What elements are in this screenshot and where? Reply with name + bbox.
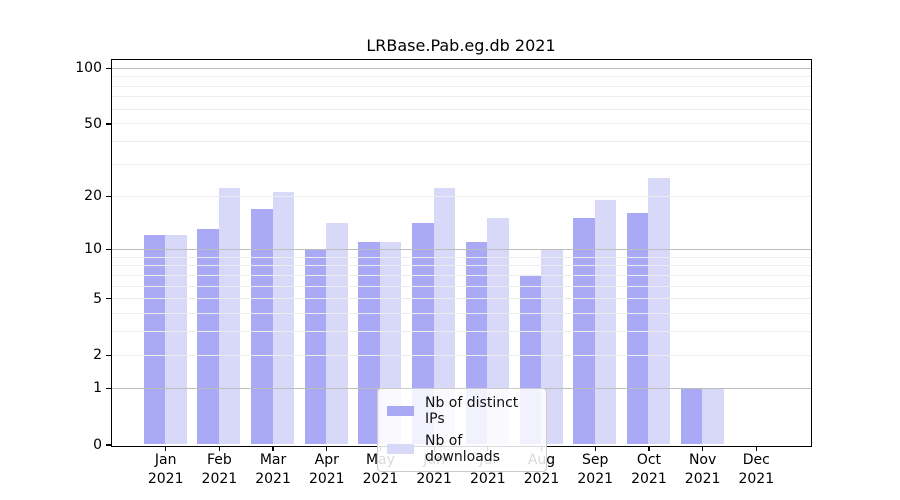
- gridline-minor-9: [111, 256, 811, 258]
- y-tick-mark-50: [105, 123, 111, 125]
- legend-label: Nb of downloads: [425, 433, 500, 465]
- gridline-minor-30: [111, 164, 811, 166]
- x-tick-label-nov: Nov 2021: [684, 452, 721, 487]
- bar-downloads-nov: [702, 387, 724, 445]
- bar-downloads-jan: [165, 235, 187, 445]
- x-tick-label-dec: Dec 2021: [738, 452, 775, 487]
- y-tick-mark-5: [105, 298, 111, 300]
- x-tick-mark-sep: [594, 446, 596, 451]
- plot-area: [110, 59, 812, 447]
- y-tick-label-20: 20: [84, 188, 102, 205]
- y-tick-mark-100: [105, 67, 111, 69]
- legend-item-ips: Nb of distinct IPs: [387, 395, 537, 427]
- bar-ips-mar: [251, 208, 273, 445]
- gridline-minor-2: [111, 354, 811, 356]
- bar-ips-jan: [143, 235, 166, 445]
- gridline-minor-6: [111, 285, 811, 287]
- gridline-minor-40: [111, 141, 811, 143]
- bar-ips-apr: [304, 248, 327, 445]
- bar-ips-feb: [197, 229, 219, 445]
- y-tick-label-5: 5: [93, 290, 102, 307]
- gridline-major-100: [111, 67, 811, 69]
- x-tick-mark-mar: [272, 446, 274, 451]
- gridline-minor-80: [111, 85, 811, 87]
- bar-downloads-oct: [648, 178, 670, 445]
- bar-downloads-mar: [272, 192, 295, 445]
- gridline-minor-8: [111, 265, 811, 267]
- y-tick-mark-10: [105, 248, 111, 250]
- gridline-minor-5: [111, 298, 811, 300]
- y-tick-label-10: 10: [84, 241, 102, 258]
- y-tick-mark-1: [105, 387, 111, 389]
- bar-downloads-sep: [594, 199, 617, 445]
- bar-ips-oct: [626, 213, 649, 445]
- y-tick-label-2: 2: [93, 347, 102, 364]
- x-tick-mark-oct: [648, 446, 650, 451]
- gridline-minor-90: [111, 76, 811, 78]
- x-tick-label-mar: Mar 2021: [255, 452, 291, 487]
- y-tick-mark-2: [105, 354, 111, 356]
- bar-downloads-apr: [326, 223, 348, 445]
- x-tick-mark-nov: [702, 446, 704, 451]
- legend-swatch-downloads: [387, 444, 414, 454]
- gridline-minor-20: [111, 195, 811, 197]
- y-tick-label-50: 50: [84, 115, 102, 132]
- gridline-major-10: [111, 248, 811, 250]
- gridline-minor-70: [111, 96, 811, 98]
- x-tick-mark-dec: [755, 446, 757, 451]
- legend-swatch-ips: [387, 406, 414, 416]
- y-tick-mark-0: [105, 444, 111, 446]
- x-tick-label-feb: Feb 2021: [201, 452, 238, 487]
- bar-downloads-jul: [487, 218, 509, 445]
- x-tick-label-apr: Apr 2021: [308, 452, 345, 487]
- x-tick-label-sep: Sep 2021: [577, 452, 614, 487]
- y-tick-label-1: 1: [93, 380, 102, 397]
- x-tick-label-oct: Oct 2021: [631, 452, 667, 487]
- x-tick-mark-feb: [218, 446, 220, 451]
- bar-ips-may: [358, 241, 380, 445]
- y-tick-label-100: 100: [75, 60, 102, 77]
- x-tick-mark-apr: [326, 446, 328, 451]
- bar-downloads-feb: [218, 188, 241, 445]
- y-tick-label-0: 0: [93, 437, 102, 453]
- y-tick-mark-20: [105, 195, 111, 197]
- gridline-minor-60: [111, 108, 811, 110]
- x-tick-mark-jan: [165, 446, 167, 451]
- chart-title: LRBase.Pab.eg.db 2021: [366, 36, 556, 55]
- gridline-minor-3: [111, 331, 811, 333]
- legend-label: Nb of distinct IPs: [425, 395, 519, 427]
- gridline-minor-50: [111, 123, 811, 125]
- bar-ips-sep: [573, 218, 595, 445]
- gridline-minor-4: [111, 313, 811, 315]
- legend: Nb of distinct IPs Nb of downloads: [377, 388, 547, 472]
- x-tick-label-jan: Jan 2021: [147, 452, 184, 487]
- legend-item-downloads: Nb of downloads: [387, 433, 537, 465]
- bar-ips-nov: [680, 387, 703, 445]
- bar-downloads-jun: [433, 188, 456, 445]
- gridline-minor-7: [111, 274, 811, 276]
